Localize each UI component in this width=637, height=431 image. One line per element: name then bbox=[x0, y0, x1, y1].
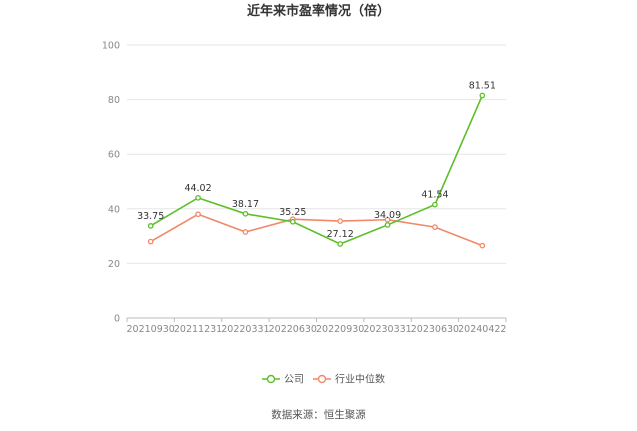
data-label: 41.54 bbox=[421, 190, 448, 201]
y-tick-label: 80 bbox=[108, 95, 120, 106]
x-tick-label: 20220930 bbox=[316, 324, 364, 335]
series-line-0 bbox=[150, 95, 484, 245]
data-point bbox=[384, 216, 391, 223]
grid-lines bbox=[127, 44, 506, 264]
data-label: 33.75 bbox=[137, 211, 164, 222]
data-point bbox=[337, 241, 344, 247]
data-point bbox=[195, 211, 201, 218]
chart-title: 近年来市盈率情况（倍） bbox=[247, 3, 390, 19]
data-point bbox=[479, 92, 486, 99]
x-axis: 20210930 20211231 20220331 20220630 20220930… bbox=[126, 317, 507, 335]
series-layer: 33.75 44.02 38.17 35.25 27.12 34.09 41.54 81.51 bbox=[137, 80, 496, 249]
data-point bbox=[337, 218, 344, 224]
data-label: 81.51 bbox=[469, 80, 496, 91]
y-tick-label: 40 bbox=[108, 204, 120, 215]
legend-label: 公司 bbox=[284, 375, 304, 386]
x-tick-label: 20210930 bbox=[127, 324, 175, 335]
legend-item-0[interactable]: 公司 bbox=[262, 375, 304, 386]
data-point bbox=[479, 242, 486, 249]
legend-label: 行业中位数 bbox=[335, 373, 385, 386]
data-point bbox=[384, 222, 391, 228]
x-tick-label: 20220630 bbox=[269, 324, 317, 335]
legend-item-1[interactable]: 行业中位数 bbox=[313, 373, 385, 386]
x-tick-label: 20240422 bbox=[458, 324, 506, 335]
data-label: 35.25 bbox=[279, 207, 306, 218]
data-source: 数据来源：恒生聚源 bbox=[271, 408, 366, 421]
data-point bbox=[147, 223, 154, 229]
data-point bbox=[289, 218, 296, 225]
data-point bbox=[147, 238, 154, 245]
data-point bbox=[242, 229, 249, 235]
data-point bbox=[242, 210, 249, 217]
legend: 公司 行业中位数 bbox=[262, 373, 385, 386]
x-tick-label: 20230630 bbox=[411, 324, 459, 335]
data-point bbox=[432, 224, 438, 230]
y-axis: 0 20 40 60 80 100 bbox=[102, 41, 120, 325]
data-label: 38.17 bbox=[232, 199, 259, 210]
legend-swatch-marker bbox=[266, 374, 276, 384]
x-tick-label: 20220331 bbox=[221, 324, 269, 335]
y-tick-label: 100 bbox=[102, 41, 120, 52]
data-point bbox=[195, 194, 201, 201]
y-tick-label: 20 bbox=[108, 259, 120, 270]
y-tick-label: 60 bbox=[108, 150, 120, 161]
x-tick-label: 20211231 bbox=[174, 324, 222, 335]
legend-swatch-marker bbox=[317, 374, 327, 384]
data-point bbox=[432, 201, 438, 208]
x-tick-label: 20230331 bbox=[363, 324, 411, 335]
data-label: 44.02 bbox=[184, 183, 211, 194]
y-tick-label: 0 bbox=[114, 314, 120, 325]
series-line-1 bbox=[150, 213, 483, 247]
data-label: 27.12 bbox=[327, 229, 354, 240]
data-label: 34.09 bbox=[374, 210, 401, 221]
